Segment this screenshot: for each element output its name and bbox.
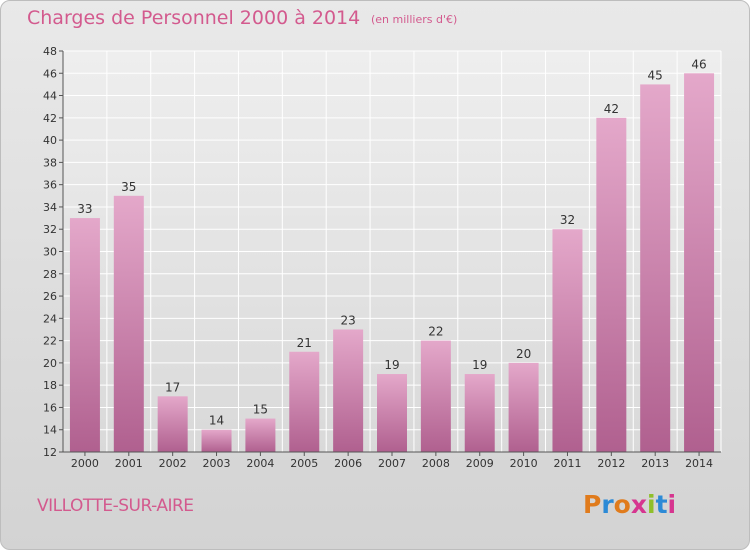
bar-2010 xyxy=(508,362,539,452)
y-tick-label: 44 xyxy=(43,90,57,103)
proxiti-logo: Proxiti xyxy=(583,490,676,519)
x-tick-label: 2010 xyxy=(510,457,538,470)
bar-value-label: 22 xyxy=(428,325,443,339)
y-tick-label: 34 xyxy=(43,201,57,214)
bar-2007 xyxy=(377,374,407,452)
bar-2005 xyxy=(289,351,320,452)
logo-letter: x xyxy=(630,490,647,519)
x-tick-label: 2007 xyxy=(378,457,406,470)
bar-layer xyxy=(69,73,715,453)
y-tick-label: 46 xyxy=(43,67,57,80)
x-tick-label: 2006 xyxy=(334,457,362,470)
bar-value-label: 21 xyxy=(297,336,312,350)
logo-letter: P xyxy=(583,490,602,519)
y-tick-label: 38 xyxy=(43,156,57,169)
x-tick-label: 2008 xyxy=(422,457,450,470)
y-tick-label: 30 xyxy=(43,246,57,259)
x-tick-label: 2001 xyxy=(115,457,143,470)
bar-2011 xyxy=(552,229,583,452)
bar-2009 xyxy=(464,374,495,452)
y-tick-label: 14 xyxy=(43,424,57,437)
y-tick-label: 24 xyxy=(43,312,57,325)
y-tick-label: 48 xyxy=(43,45,57,58)
y-tick-label: 20 xyxy=(43,357,57,370)
bar-2003 xyxy=(201,429,232,452)
bar-2006 xyxy=(333,329,364,452)
y-tick-label: 26 xyxy=(43,290,57,303)
x-tick-label: 2003 xyxy=(203,457,231,470)
y-tick-label: 40 xyxy=(43,134,57,147)
y-tick-label: 36 xyxy=(43,179,57,192)
bar-2014 xyxy=(684,73,715,453)
logo-letter: i xyxy=(667,490,677,519)
bar-value-label: 45 xyxy=(648,68,663,82)
bar-value-label: 17 xyxy=(165,380,180,394)
bar-2008 xyxy=(420,340,451,452)
x-tick-label: 2009 xyxy=(466,457,494,470)
bar-2001 xyxy=(113,195,144,453)
bar-2013 xyxy=(640,84,671,453)
bar-2004 xyxy=(245,418,276,452)
bar-value-label: 15 xyxy=(253,403,268,417)
bar-value-label: 20 xyxy=(516,347,531,361)
x-tick-label: 2012 xyxy=(597,457,625,470)
y-tick-label: 12 xyxy=(43,446,57,459)
logo-letter: i xyxy=(647,490,656,519)
y-tick-label: 18 xyxy=(43,379,57,392)
bar-2002 xyxy=(157,396,188,452)
bar-value-label: 19 xyxy=(384,358,399,372)
x-tick-label: 2000 xyxy=(71,457,99,470)
y-tick-label: 22 xyxy=(43,335,57,348)
logo-letter: t xyxy=(655,490,668,519)
label-layer: 33 35 17 14 15 21 23 19 22 19 20 32 42 45 46 xyxy=(77,57,706,427)
axis-layer: 12 14 16 18 20 22 24 26 28 30 32 34 36 38 40 42 44 46 48 20… xyxy=(43,45,721,470)
x-tick-label: 2002 xyxy=(159,457,187,470)
bar-2000 xyxy=(69,218,100,452)
bar-2012 xyxy=(596,117,627,452)
bar-value-label: 35 xyxy=(121,180,136,194)
x-tick-label: 2004 xyxy=(246,457,274,470)
bar-value-label: 42 xyxy=(604,102,619,116)
bar-value-label: 19 xyxy=(472,358,487,372)
chart-title: Charges de Personnel 2000 à 2014 xyxy=(27,7,361,29)
bar-value-label: 23 xyxy=(340,313,355,327)
x-tick-label: 2011 xyxy=(553,457,581,470)
chart-unit-label: (en milliers d'€) xyxy=(371,13,458,26)
y-tick-label: 28 xyxy=(43,268,57,281)
bar-value-label: 33 xyxy=(77,202,92,216)
x-tick-label: 2013 xyxy=(641,457,669,470)
town-name: VILLOTTE-SUR-AIRE xyxy=(37,496,194,516)
logo-letter: r xyxy=(601,490,614,519)
logo-letter: o xyxy=(613,490,631,519)
x-tick-label: 2014 xyxy=(685,457,713,470)
bar-value-label: 14 xyxy=(209,414,224,428)
y-tick-label: 16 xyxy=(43,401,57,414)
bar-value-label: 46 xyxy=(691,57,706,71)
x-tick-label: 2005 xyxy=(290,457,318,470)
bar-value-label: 32 xyxy=(560,213,575,227)
y-tick-label: 42 xyxy=(43,112,57,125)
y-tick-label: 32 xyxy=(43,223,57,236)
